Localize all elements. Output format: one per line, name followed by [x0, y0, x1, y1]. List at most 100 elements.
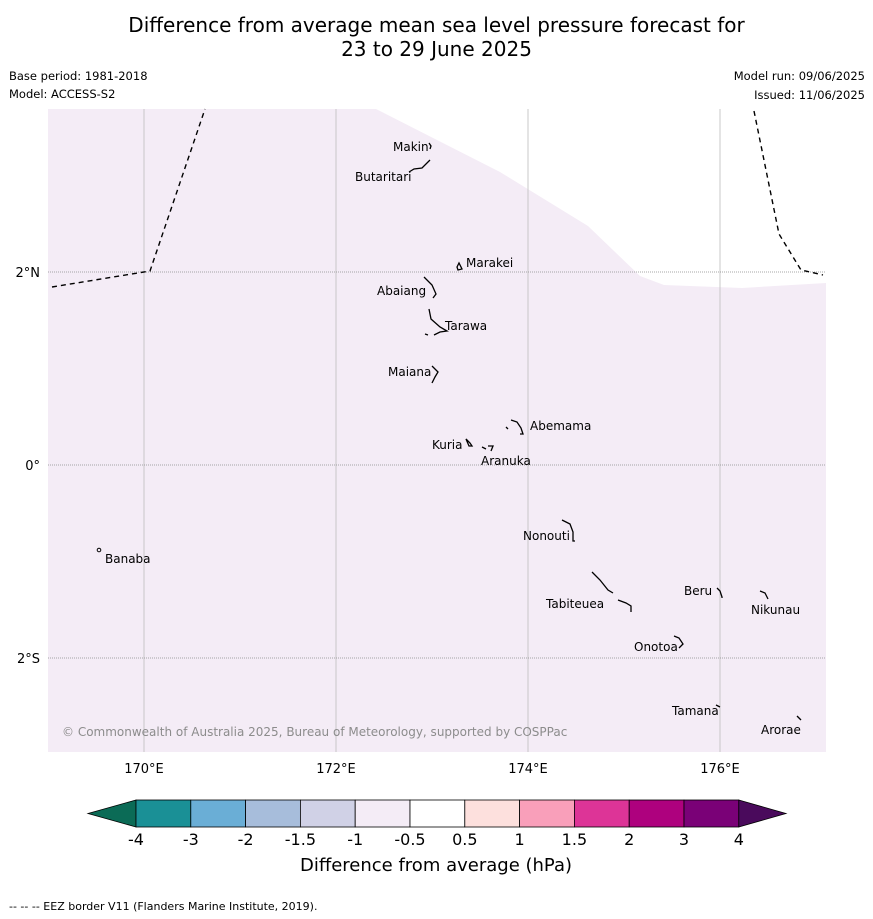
- island-label: Abemama: [530, 419, 591, 433]
- island-label: Nonouti: [523, 529, 570, 543]
- colorbar-tick-label: 4: [734, 830, 744, 849]
- island-aranuka: Aranuka: [481, 445, 531, 468]
- map-frame: [48, 109, 826, 752]
- island-outline: [408, 159, 431, 173]
- island-outline: [759, 590, 769, 600]
- island-label: Banaba: [105, 552, 151, 566]
- unshaded-region: [376, 109, 826, 288]
- island-tamana: Tamana: [671, 704, 721, 718]
- colorbar-over-arrow: [738, 799, 788, 828]
- lat-tick-label: 2°N: [16, 266, 41, 281]
- island-label: Tarawa: [444, 319, 487, 333]
- colorbar-tick-label: 3: [679, 830, 689, 849]
- colorbar-tick-label: 1: [515, 830, 525, 849]
- island-outline: [456, 261, 463, 271]
- island-label: Arorae: [761, 723, 801, 737]
- island-outline: [428, 142, 432, 150]
- island-outline: [673, 635, 684, 649]
- island-label: Butaritari: [355, 170, 412, 184]
- island-outline: [561, 519, 575, 542]
- island-outline: [431, 365, 439, 384]
- island-outline: [505, 419, 524, 435]
- island-marakei: Marakei: [456, 256, 513, 271]
- island-layer: Makin Butaritari Marakei Abaiang Tarawa Maian…: [96, 140, 802, 737]
- island-outline: [591, 571, 632, 612]
- island-label: Tabiteuea: [545, 597, 604, 611]
- colorbar-segment: [245, 799, 301, 828]
- island-tabiteuea: Tabiteuea: [545, 571, 632, 612]
- base-period-label: Base period: 1981-2018: [9, 69, 148, 83]
- island-label: Abaiang: [377, 284, 426, 298]
- axis-tick-labels: 170°E 172°E 174°E 176°E 2°N 0° 2°S: [16, 266, 740, 777]
- eez-footer-note: -- -- -- EEZ border V11 (Flanders Marine…: [9, 900, 318, 913]
- colorbar-tick-label: 0.5: [452, 830, 477, 849]
- island-label: Beru: [684, 584, 712, 598]
- colorbar-under-arrow: [86, 799, 137, 828]
- lon-tick-label: 176°E: [700, 762, 740, 777]
- colorbar-segment: [409, 799, 466, 828]
- title-line-2: 23 to 29 June 2025: [341, 37, 532, 61]
- island-outline: [424, 308, 449, 336]
- island-label: Nikunau: [751, 603, 800, 617]
- island-label: Maiana: [388, 365, 431, 379]
- colorbar-segment: [628, 799, 685, 828]
- island-maiana: Maiana: [388, 365, 439, 384]
- colorbar-tick-label: -1: [347, 830, 363, 849]
- colorbar-tick-label: 2: [624, 830, 634, 849]
- model-label: Model: ACCESS-S2: [9, 87, 116, 101]
- island-outline: [96, 547, 102, 553]
- copyright-notice: © Commonwealth of Australia 2025, Bureau…: [62, 725, 567, 739]
- island-label: Makin: [393, 140, 429, 154]
- island-outline: [715, 704, 721, 708]
- colorbar-segment: [299, 799, 356, 828]
- model-run-label: Model run: 09/06/2025: [733, 69, 865, 83]
- island-arorae: Arorae: [761, 715, 802, 737]
- island-label: Aranuka: [481, 454, 531, 468]
- island-label: Kuria: [432, 438, 463, 452]
- colorbar-segment: [135, 799, 192, 828]
- island-label: Onotoa: [634, 640, 678, 654]
- island-makin: Makin: [393, 140, 432, 154]
- island-label: Tamana: [671, 704, 719, 718]
- island-beru: Beru: [684, 584, 723, 598]
- island-tarawa: Tarawa: [424, 308, 487, 336]
- island-butaritari: Butaritari: [355, 159, 431, 184]
- colorbar-segment: [354, 799, 411, 828]
- island-outline: [423, 276, 437, 299]
- colorbar-segment: [574, 799, 630, 828]
- colorbar-tick-label: -0.5: [394, 830, 425, 849]
- colorbar-segment: [190, 799, 247, 828]
- island-outline: [481, 445, 494, 452]
- island-abemama: Abemama: [505, 419, 591, 435]
- colorbar: -4 -3 -2 -1.5 -1 -0.5 0.5 1 1.5 2 3 4: [86, 799, 788, 849]
- island-nikunau: Nikunau: [751, 590, 800, 617]
- issued-label: Issued: 11/06/2025: [754, 88, 865, 102]
- island-abaiang: Abaiang: [377, 276, 437, 299]
- eez-borders: [51, 108, 824, 288]
- colorbar-tick-label: -1.5: [285, 830, 316, 849]
- island-outline: [716, 587, 723, 598]
- eez-border-east: [753, 110, 824, 276]
- lat-tick-label: 2°S: [17, 652, 40, 667]
- colorbar-tick-label: -3: [183, 830, 199, 849]
- island-outline: [796, 715, 802, 721]
- colorbar-segment: [464, 799, 520, 828]
- island-kuria: Kuria: [432, 438, 474, 452]
- colorbar-tick-label: -4: [128, 830, 144, 849]
- lon-tick-label: 170°E: [124, 762, 164, 777]
- lat-tick-label: 0°: [25, 459, 40, 474]
- colorbar-tick-label: -2: [238, 830, 254, 849]
- eez-border-west: [51, 108, 206, 288]
- island-label: Marakei: [466, 256, 513, 270]
- map-gridlines: [48, 109, 826, 752]
- island-outline: [465, 438, 474, 447]
- colorbar-segment: [519, 799, 575, 828]
- lon-tick-label: 172°E: [316, 762, 356, 777]
- colorbar-label: Difference from average (hPa): [300, 855, 572, 876]
- island-banaba: Banaba: [96, 547, 151, 566]
- colorbar-segment: [683, 799, 740, 828]
- lon-tick-label: 174°E: [508, 762, 548, 777]
- colorbar-tick-label: 1.5: [562, 830, 587, 849]
- island-nonouti: Nonouti: [523, 519, 575, 543]
